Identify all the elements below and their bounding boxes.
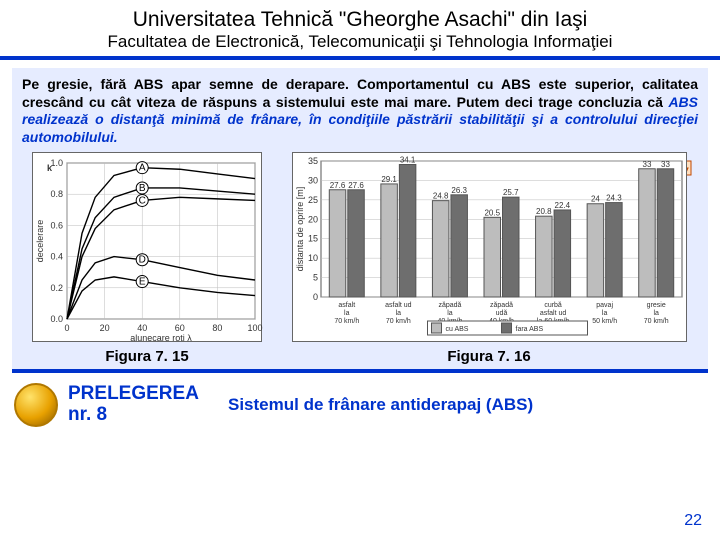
svg-text:pavaj: pavaj [596, 302, 613, 309]
svg-text:33: 33 [642, 160, 651, 169]
svg-text:zăpadă: zăpadă [490, 302, 513, 309]
svg-text:fara ABS: fara ABS [515, 326, 543, 333]
charts-row: 0204060801000.00.20.40.60.81.0kdecelerar… [22, 152, 698, 365]
svg-text:24: 24 [590, 195, 599, 204]
svg-text:22.4: 22.4 [554, 201, 570, 210]
medal-icon [14, 383, 58, 427]
body-paragraph: Pe gresie, fără ABS apar semne de derapa… [22, 76, 698, 146]
svg-text:asfalt ud: asfalt ud [539, 310, 566, 317]
svg-text:33: 33 [661, 160, 670, 169]
svg-text:60: 60 [175, 323, 185, 333]
svg-text:decelerare: decelerare [35, 220, 45, 263]
svg-text:20.5: 20.5 [484, 208, 500, 217]
svg-text:curbă: curbă [544, 302, 562, 309]
figure-7-15: 0204060801000.00.20.40.60.81.0kdecelerar… [22, 152, 272, 365]
svg-text:1.0: 1.0 [50, 158, 63, 168]
svg-text:25.7: 25.7 [502, 188, 518, 197]
figure-label-right: Figura 7. 16 [447, 348, 530, 365]
svg-text:la: la [653, 310, 659, 317]
svg-text:asfalt: asfalt [338, 302, 355, 309]
svg-text:29.1: 29.1 [381, 175, 397, 184]
svg-text:0.4: 0.4 [50, 252, 63, 262]
svg-text:40: 40 [137, 323, 147, 333]
svg-text:20: 20 [307, 214, 317, 224]
svg-text:udă: udă [495, 310, 507, 317]
line-chart: 0204060801000.00.20.40.60.81.0kdecelerar… [32, 152, 262, 342]
svg-text:gresie: gresie [646, 302, 665, 309]
lecture-topic: Sistemul de frânare antiderapaj (ABS) [228, 395, 533, 415]
lecture-number: PRELEGEREA nr. 8 [68, 384, 218, 426]
svg-text:25: 25 [307, 195, 317, 205]
figure-7-16: 0 5 10 15 20 25 30 35 distanta de oprire [m] 27.6… [284, 152, 694, 365]
svg-text:24.3: 24.3 [606, 194, 622, 203]
svg-text:100: 100 [247, 323, 262, 333]
slide-footer: PRELEGEREA nr. 8 Sistemul de frânare ant… [0, 373, 720, 427]
svg-text:27.6: 27.6 [329, 181, 345, 190]
svg-text:distanta de oprire [m]: distanta de oprire [m] [295, 187, 305, 272]
page-number: 22 [684, 512, 702, 530]
svg-text:D: D [139, 255, 146, 266]
svg-text:0: 0 [64, 323, 69, 333]
body-leading: Pe gresie, fără ABS apar semne de derapa… [22, 76, 698, 110]
slide-header: Universitatea Tehnică "Gheorghe Asachi" … [0, 0, 720, 62]
svg-text:27.6: 27.6 [348, 181, 364, 190]
svg-text:0: 0 [312, 292, 317, 302]
svg-text:cu ABS: cu ABS [445, 326, 468, 333]
content-panel: Pe gresie, fără ABS apar semne de derapa… [12, 68, 708, 373]
svg-text:0.2: 0.2 [50, 283, 63, 293]
svg-text:26.3: 26.3 [451, 186, 467, 195]
svg-text:5: 5 [312, 273, 317, 283]
svg-text:la: la [601, 310, 607, 317]
svg-text:20: 20 [100, 323, 110, 333]
figure-label-left: Figura 7. 15 [105, 348, 188, 365]
svg-text:la: la [344, 310, 350, 317]
svg-text:80: 80 [212, 323, 222, 333]
svg-text:24.8: 24.8 [432, 192, 448, 201]
svg-text:zăpadă: zăpadă [438, 302, 461, 309]
svg-text:0.0: 0.0 [50, 314, 63, 324]
university-title: Universitatea Tehnică "Gheorghe Asachi" … [0, 8, 720, 32]
bar-chart: 0 5 10 15 20 25 30 35 distanta de oprire [m] 27.6… [292, 152, 687, 342]
svg-text:35: 35 [307, 156, 317, 166]
svg-text:70 km/h: 70 km/h [385, 318, 410, 325]
svg-text:0.6: 0.6 [50, 220, 63, 230]
svg-text:asfalt ud: asfalt ud [385, 302, 412, 309]
svg-text:30: 30 [307, 175, 317, 185]
svg-text:70 km/h: 70 km/h [334, 318, 359, 325]
svg-text:50 km/h: 50 km/h [592, 318, 617, 325]
svg-text:0.8: 0.8 [50, 189, 63, 199]
svg-text:B: B [139, 183, 146, 194]
svg-text:70 km/h: 70 km/h [643, 318, 668, 325]
svg-text:10: 10 [307, 253, 317, 263]
svg-text:C: C [139, 195, 146, 206]
svg-text:la: la [447, 310, 453, 317]
svg-text:la: la [395, 310, 401, 317]
svg-text:E: E [139, 277, 146, 288]
svg-text:20.8: 20.8 [536, 207, 552, 216]
faculty-title: Facultatea de Electronică, Telecomunicaţ… [0, 32, 720, 60]
svg-text:34.1: 34.1 [399, 155, 415, 164]
svg-text:A: A [139, 163, 146, 174]
svg-text:alunecare roti λ: alunecare roti λ [130, 333, 192, 343]
svg-text:15: 15 [307, 234, 317, 244]
